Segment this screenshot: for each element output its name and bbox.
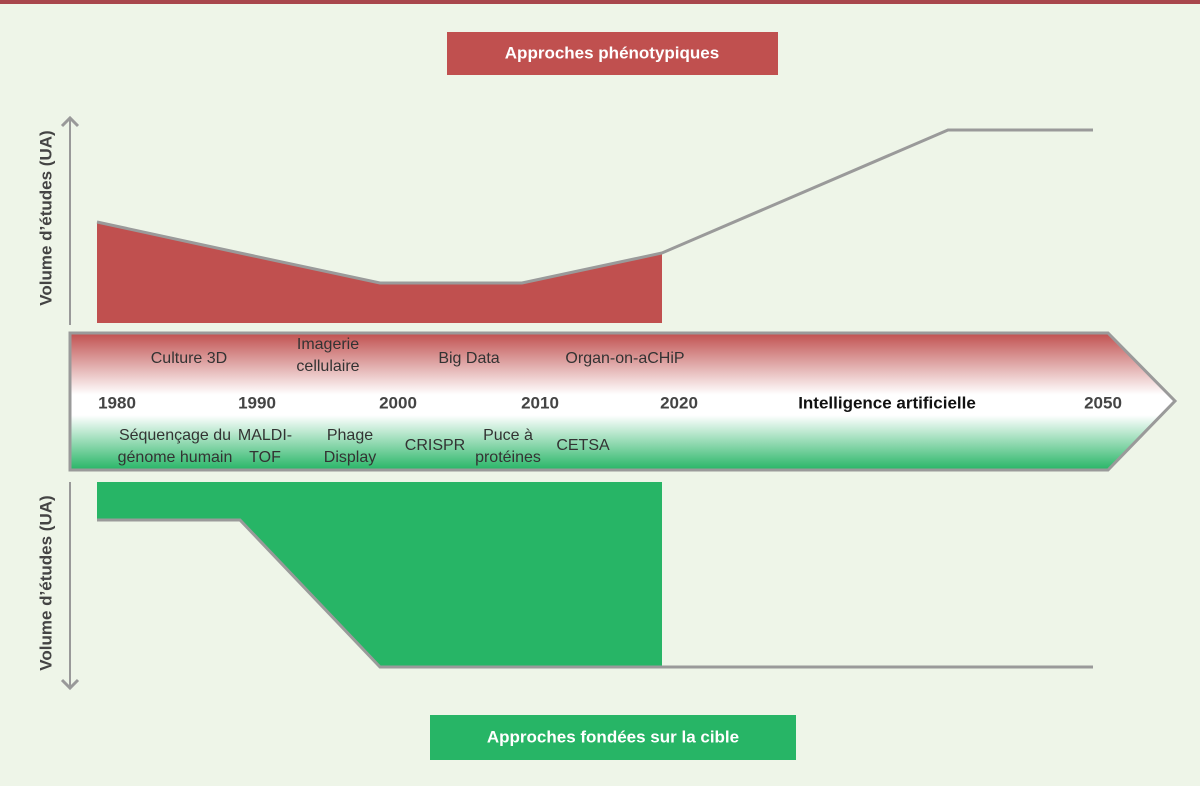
- banner-title: Approches fondées sur la cible: [487, 727, 739, 746]
- label-line: Culture 3D: [151, 350, 227, 367]
- future-label: Intelligence artificielle: [798, 393, 976, 412]
- year-label: 2020: [660, 393, 698, 412]
- technology-label: Puce à protéines: [475, 427, 541, 466]
- technology-label: CETSA: [556, 437, 610, 454]
- technology-label: Organ-on-aCHiP: [565, 350, 684, 367]
- year-label: 1990: [238, 393, 276, 412]
- year-label: 1980: [98, 393, 136, 412]
- banner-title: Approches phénotypiques: [505, 43, 719, 62]
- year-label: 2050: [1084, 393, 1122, 412]
- label-line: CETSA: [556, 437, 610, 454]
- technology-label: Imagerie cellulaire: [296, 336, 359, 375]
- label-line: CRISPR: [405, 437, 465, 454]
- label-line: MALDI-: [238, 427, 292, 444]
- label-line: TOF: [249, 449, 281, 466]
- label-line: Organ-on-aCHiP: [565, 350, 684, 367]
- technology-label: MALDI- TOF: [238, 427, 292, 466]
- year-label: 2000: [379, 393, 417, 412]
- timeline-arrow: [68, 331, 1178, 472]
- technology-label: CRISPR: [405, 437, 465, 454]
- technology-label: Phage Display: [324, 427, 376, 466]
- phenotypic-area: [97, 222, 662, 323]
- banner-box: [430, 715, 796, 760]
- axis-label: Volume d’études (UA): [36, 495, 55, 670]
- label-line: Phage: [327, 427, 373, 444]
- label-line: protéines: [475, 449, 541, 466]
- technology-label: Big Data: [438, 350, 499, 367]
- label-line: cellulaire: [296, 358, 359, 375]
- trend-line: [97, 518, 1093, 669]
- label-line: Séquençage du: [119, 427, 231, 444]
- technology-label: Culture 3D: [151, 350, 227, 367]
- top-rule: [0, 0, 1200, 4]
- target-area: [97, 482, 662, 667]
- banner-box: [447, 32, 778, 75]
- label-line: Imagerie: [297, 336, 359, 353]
- year-label: 2010: [521, 393, 559, 412]
- trend-line: [96, 128, 1093, 285]
- label-line: Puce à: [483, 427, 533, 444]
- label-line: Big Data: [438, 350, 499, 367]
- label-line: génome humain: [118, 449, 233, 466]
- axis-label: Volume d’études (UA): [36, 130, 55, 305]
- technology-label: Séquençage du génome humain: [118, 427, 233, 466]
- label-line: Display: [324, 449, 376, 466]
